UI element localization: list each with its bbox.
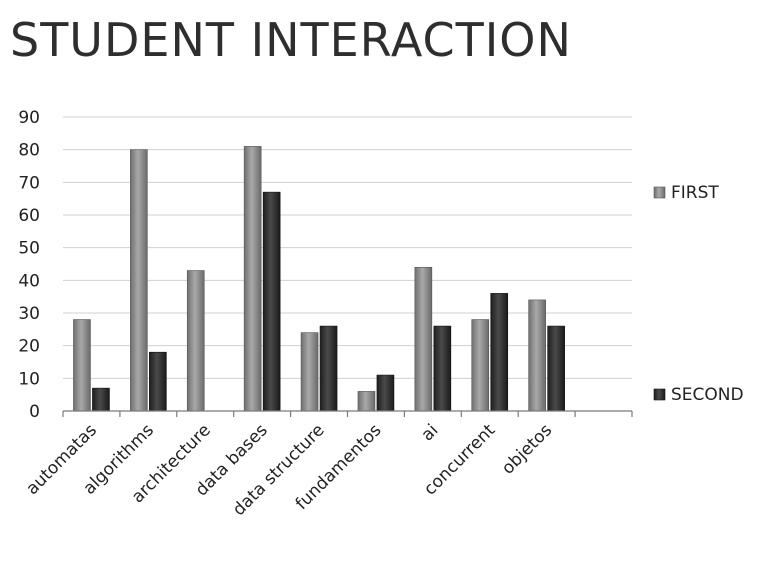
bar-first-fundamentos	[357, 391, 376, 412]
bar-second-objetos	[547, 325, 565, 412]
bar-first-concurrent	[471, 319, 490, 412]
bar-second-fundamentos	[376, 374, 395, 412]
gridlines	[63, 116, 632, 379]
bar-second-data-bases	[262, 191, 281, 412]
y-tick-label: 80	[18, 141, 40, 161]
bar-second-automatas	[92, 387, 110, 412]
chart-title: STUDENT INTERACTION	[10, 13, 572, 67]
bars	[73, 146, 565, 412]
bar-first-ai	[414, 266, 433, 412]
bar-first-data-structure	[300, 332, 319, 412]
bar-second-ai	[433, 325, 452, 412]
y-tick-label: 30	[18, 304, 40, 324]
legend: FIRST SECOND	[653, 183, 744, 405]
legend-label-first: FIRST	[671, 183, 719, 203]
legend-label-second: SECOND	[671, 385, 744, 405]
legend-swatch-second	[653, 388, 666, 401]
x-tick-label: ai	[418, 420, 443, 445]
legend-swatch-first	[653, 186, 666, 199]
axes	[62, 410, 633, 417]
y-tick-label: 50	[18, 239, 40, 259]
y-tick-label: 0	[29, 402, 40, 422]
y-tick-label: 40	[18, 271, 40, 291]
bar-first-architecture	[186, 270, 205, 412]
y-tick-label: 70	[18, 173, 40, 193]
bar-second-concurrent	[490, 293, 509, 412]
bar-first-automatas	[73, 319, 91, 412]
bar-first-objetos	[528, 299, 546, 412]
bar-first-data-bases	[243, 146, 262, 412]
y-axis-ticks: 0 10 20 30 40 50 60 70 80 90	[18, 108, 40, 422]
y-tick-label: 10	[18, 369, 40, 389]
bar-second-data-structure	[319, 325, 338, 412]
bar-first-algorithms	[130, 149, 148, 412]
x-tick-label: objetos	[498, 420, 556, 478]
bar-second-algorithms	[149, 351, 167, 412]
y-tick-label: 20	[18, 337, 40, 357]
y-tick-label: 90	[18, 108, 40, 128]
y-tick-label: 60	[18, 206, 40, 226]
